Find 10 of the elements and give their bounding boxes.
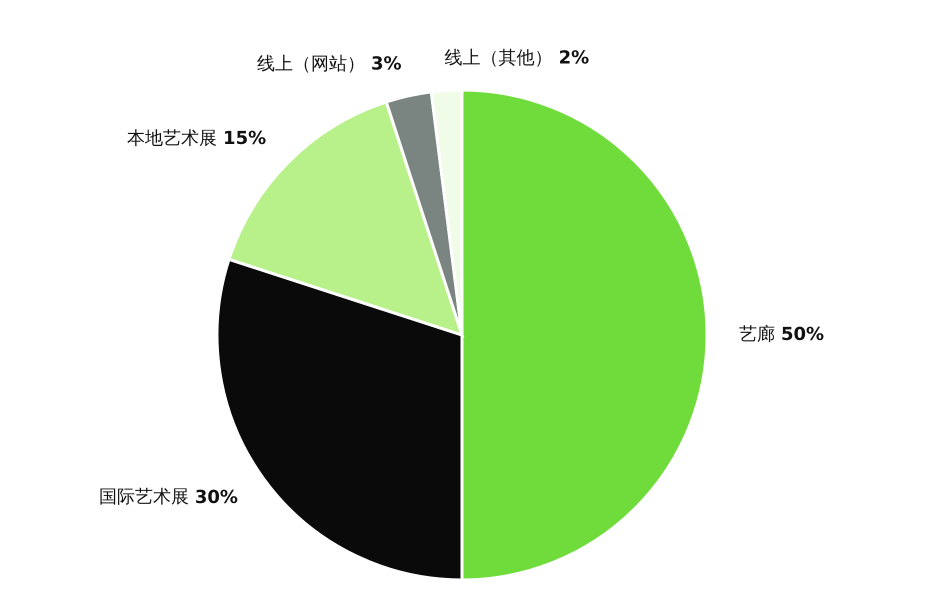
slice-label: 国际艺术展 bbox=[98, 486, 189, 508]
slice-label: 线上（网站） bbox=[257, 54, 366, 75]
data-label: 30% bbox=[194, 486, 238, 508]
data-label: 3% bbox=[371, 54, 402, 75]
data-label: 2% bbox=[558, 47, 590, 68]
slice-label: 本地艺术展 bbox=[127, 128, 218, 150]
data-label: 15% bbox=[223, 128, 266, 150]
data-label: 50% bbox=[781, 324, 824, 345]
slice-label: 艺廊 bbox=[739, 324, 775, 345]
slice-label: 线上（其他） bbox=[444, 47, 553, 68]
